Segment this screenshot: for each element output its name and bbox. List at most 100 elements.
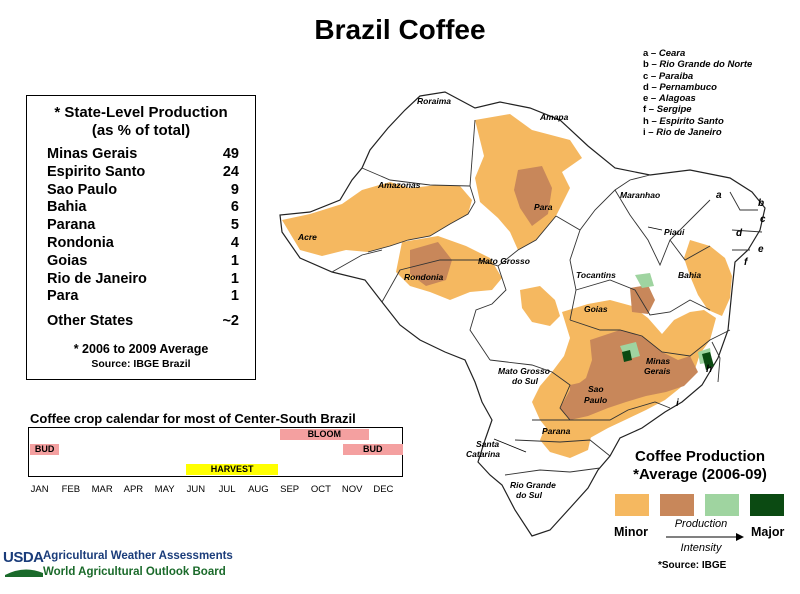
production-note: * 2006 to 2009 Average bbox=[73, 342, 209, 356]
state-key: a – Ceara b – Rio Grande do Norte c – Para… bbox=[643, 48, 793, 138]
state-name: Sao Paulo bbox=[47, 181, 118, 198]
state-value: 1 bbox=[230, 252, 239, 269]
label-letter-d: d bbox=[736, 228, 743, 239]
key-letter: a bbox=[643, 48, 649, 59]
calendar-month: AUG bbox=[248, 484, 269, 495]
key-row: d – Pernambuco bbox=[643, 81, 717, 93]
label-letter-f: f bbox=[744, 257, 749, 268]
footer-line1: Agricultural Weather Assessments bbox=[43, 550, 233, 562]
key-letter: f bbox=[643, 104, 647, 116]
key-letter: h bbox=[643, 115, 649, 127]
map-labels: Roraima Amapa Amazonas Para Maranhao Pia… bbox=[297, 96, 766, 500]
label-mato-grosso: Mato Grosso bbox=[478, 256, 530, 266]
label-rondonia: Rondonia bbox=[404, 272, 443, 282]
label-letter-i: i bbox=[676, 398, 679, 409]
label-letter-b: b bbox=[758, 198, 764, 209]
state-name: Parana bbox=[47, 217, 96, 234]
state-name: Other States bbox=[47, 313, 134, 330]
label-maranhao: Maranhao bbox=[620, 190, 660, 200]
crop-calendar: BLOOM BUD BUD HARVEST bbox=[28, 427, 403, 477]
label-rio-grande-do-sul-1: Rio Grande bbox=[510, 480, 556, 490]
calendar-title: Coffee crop calendar for most of Center-… bbox=[30, 411, 356, 426]
page-title: Brazil Coffee bbox=[314, 14, 486, 45]
key-row: h – Espirito Santo bbox=[643, 115, 724, 127]
calendar-months: JAN FEB MAR APR MAY JUN JUL AUG SEP OCT NOV DEC bbox=[28, 484, 403, 496]
label-bahia: Bahia bbox=[678, 270, 701, 280]
state-name: Rio de Janeiro bbox=[47, 270, 147, 287]
label-parana: Parana bbox=[542, 426, 571, 436]
label-piaui: Piaui bbox=[664, 227, 685, 237]
legend-title-line1: Coffee Production bbox=[635, 448, 765, 465]
production-row: Espirito Santo 24 bbox=[47, 164, 239, 182]
leader-lines bbox=[493, 226, 663, 453]
legend-intensity-line2: Intensity bbox=[680, 542, 722, 554]
legend-major: Major bbox=[751, 525, 785, 539]
label-mato-grosso-do-sul-1: Mato Grosso bbox=[498, 366, 550, 376]
calendar-month: NOV bbox=[341, 484, 363, 495]
calendar-month: DEC bbox=[373, 484, 394, 495]
key-letter: c bbox=[643, 70, 649, 82]
state-name: Goias bbox=[47, 252, 88, 269]
legend-swatch bbox=[750, 494, 784, 516]
key-state: Alagoas bbox=[658, 93, 696, 105]
label-sao-paulo-1: Sao bbox=[588, 384, 604, 394]
key-letter: e bbox=[643, 93, 649, 105]
label-santa-catarina-1: Santa bbox=[476, 439, 499, 449]
state-name: Rondonia bbox=[47, 234, 114, 251]
state-value: 4 bbox=[230, 234, 239, 251]
key-state: Sergipe bbox=[656, 104, 692, 116]
label-mato-grosso-do-sul-2: do Sul bbox=[512, 376, 539, 386]
production-heading-line2: (as % of total) bbox=[91, 122, 191, 139]
production-row: Rondonia 4 bbox=[47, 235, 239, 253]
key-state: Paraiba bbox=[658, 70, 694, 82]
state-value: 1 bbox=[230, 288, 239, 305]
label-goias: Goias bbox=[584, 304, 608, 314]
legend-source: *Source: IBGE bbox=[658, 560, 727, 571]
legend-intensity-2: Intensity bbox=[664, 542, 738, 554]
calendar-month: FEB bbox=[61, 484, 81, 495]
state-value: 6 bbox=[230, 199, 239, 216]
legend-title: Coffee Production *Average (2006-09) bbox=[610, 448, 790, 484]
brazil-map: Roraima Amapa Amazonas Para Maranhao Pia… bbox=[279, 91, 766, 537]
key-state: Ceara bbox=[658, 48, 686, 59]
arrow-right-icon bbox=[666, 533, 744, 541]
key-row: b – Rio Grande do Norte bbox=[643, 59, 753, 71]
legend-title-line2: *Average (2006-09) bbox=[633, 466, 767, 483]
legend-swatch bbox=[615, 494, 649, 516]
production-row: Sao Paulo 9 bbox=[47, 182, 239, 200]
label-acre: Acre bbox=[297, 232, 317, 242]
state-value: 24 bbox=[222, 163, 239, 180]
key-letter: b bbox=[643, 59, 649, 71]
calendar-month: APR bbox=[123, 484, 144, 495]
production-row-other: Other States ~2 bbox=[47, 313, 239, 331]
key-letter: d bbox=[643, 81, 649, 93]
key-state: Espirito Santo bbox=[659, 115, 724, 127]
state-value: 5 bbox=[230, 217, 239, 234]
label-amazonas: Amazonas bbox=[377, 180, 421, 190]
medium-production-areas bbox=[410, 166, 698, 420]
production-row: Rio de Janeiro 1 bbox=[47, 271, 239, 289]
state-name: Espirito Santo bbox=[47, 163, 146, 180]
label-tocantins: Tocantins bbox=[576, 270, 616, 280]
calendar-month: MAR bbox=[91, 484, 113, 495]
legend-intensity: Production bbox=[664, 518, 738, 530]
calendar-month: JAN bbox=[30, 484, 49, 495]
key-state: Pernambuco bbox=[659, 81, 717, 93]
key-letter: i bbox=[643, 127, 646, 139]
production-list: Minas Gerais 49 Espirito Santo 24 Sao Paulo 9… bbox=[47, 146, 239, 331]
calendar-month: SEP bbox=[280, 484, 300, 495]
label-letter-a: a bbox=[716, 190, 722, 201]
calendar-month: JUN bbox=[186, 484, 206, 495]
production-row: Goias 1 bbox=[47, 253, 239, 271]
state-value: ~2 bbox=[222, 313, 239, 330]
label-sao-paulo-2: Paulo bbox=[584, 395, 607, 405]
footer: USDA Agricultural Weather Assessments Wo… bbox=[3, 547, 263, 583]
state-value: 1 bbox=[230, 270, 239, 287]
key-row: f – Sergipe bbox=[643, 104, 692, 116]
label-amapa: Amapa bbox=[539, 112, 569, 122]
state-borders bbox=[331, 119, 763, 476]
state-value: 9 bbox=[230, 181, 239, 198]
state-name: Minas Gerais bbox=[47, 146, 138, 162]
label-rio-grande-do-sul-2: do Sul bbox=[516, 490, 543, 500]
label-roraima: Roraima bbox=[417, 96, 451, 106]
